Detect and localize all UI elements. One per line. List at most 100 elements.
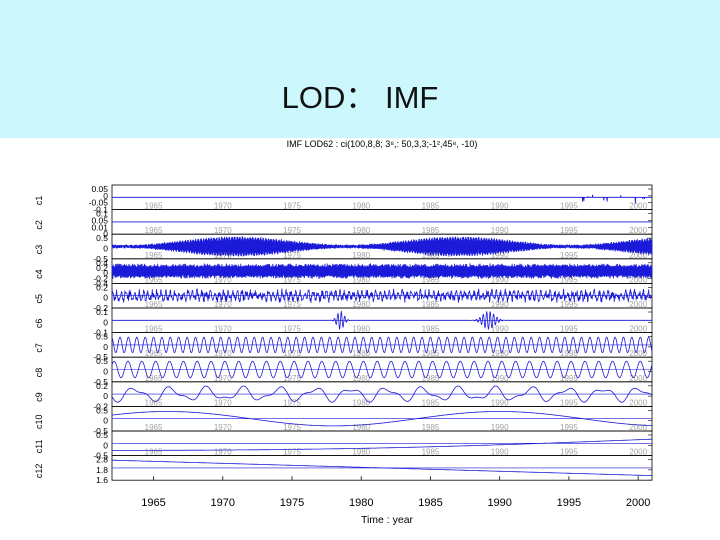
panel-year-c2-1: 1970 <box>214 226 232 235</box>
y-tick-c4-3: -0.2 <box>93 273 108 283</box>
series-line-c12 <box>112 459 652 476</box>
slide-title: LOD： IMF <box>281 80 439 115</box>
panel-year-c6-5: 1990 <box>491 325 509 334</box>
panel-year-c2-2: 1975 <box>283 226 301 235</box>
series-label-c12: c12 <box>34 464 44 479</box>
y-tick-c7-0: 0.5 <box>96 332 108 342</box>
y-tick-c3-0: 0.5 <box>96 233 108 243</box>
panel-year-c3-3: 1980 <box>352 251 370 260</box>
series-label-c6: c6 <box>34 319 44 329</box>
panel-year-c4-0: 1965 <box>145 275 163 284</box>
panel-year-c6-0: 1965 <box>145 325 163 334</box>
y-tick-c9-0: 0.2 <box>96 381 108 391</box>
x-tick-label-1: 1970 <box>211 497 235 509</box>
y-tick-c4-2: 0 <box>103 268 108 278</box>
panel-year-c11-0: 1965 <box>145 448 163 457</box>
series-label-c9: c9 <box>34 392 44 402</box>
panel-year-c6-1: 1970 <box>214 325 232 334</box>
y-tick-c9-2: -0.2 <box>93 401 108 411</box>
panel-year-c3-7: 2000 <box>629 251 647 260</box>
panel-year-c11-6: 1995 <box>560 448 578 457</box>
panel-year-c1-2: 1975 <box>283 202 301 211</box>
x-tick-label-2: 1975 <box>280 497 304 509</box>
panel-year-c1-3: 1980 <box>352 202 370 211</box>
x-tick-label-6: 1995 <box>557 497 581 509</box>
panel-year-c9-1: 1970 <box>214 398 232 407</box>
y-tick-c10-2: -0.5 <box>93 426 108 436</box>
panel-year-c8-1: 1970 <box>214 374 232 383</box>
panel-year-c11-7: 2000 <box>629 448 647 457</box>
y-tick-c7-1: 0 <box>103 342 108 352</box>
panel-year-c9-6: 1995 <box>560 398 578 407</box>
panel-year-c11-3: 1980 <box>352 448 370 457</box>
panel-year-c4-2: 1975 <box>283 275 301 284</box>
series-line-c5 <box>111 288 653 304</box>
y-tick-c6-0: 0.1 <box>96 307 108 317</box>
panel-year-c10-6: 1995 <box>560 423 578 432</box>
y-tick-c4-0: 0.4 <box>96 258 108 268</box>
panel-year-c4-4: 1985 <box>422 275 440 284</box>
panel-year-c8-4: 1985 <box>422 374 440 383</box>
chart-title: IMF LOD62 : ci(100,8,8; 3⁸,: 50,3,3;-1²,… <box>287 139 478 149</box>
series-label-c11: c11 <box>34 439 44 453</box>
panel-year-c2-0: 1965 <box>145 226 163 235</box>
panel-year-c10-3: 1980 <box>352 423 370 432</box>
y-tick-c1-3: -0.1 <box>93 205 108 215</box>
panel-year-c5-6: 1995 <box>560 300 578 309</box>
x-tick-label-4: 1985 <box>418 497 442 509</box>
panel-year-c7-2: 1975 <box>283 349 301 358</box>
panel-year-c5-4: 1985 <box>422 300 440 309</box>
y-tick-c5-1: 0 <box>103 293 108 303</box>
y-tick-c5-2: -0.2 <box>93 303 108 313</box>
panel-year-c10-4: 1985 <box>422 423 440 432</box>
panel-year-c8-0: 1965 <box>145 374 163 383</box>
panel-year-c2-5: 1990 <box>491 226 509 235</box>
series-label-c10: c10 <box>34 414 44 429</box>
panel-year-c2-4: 1985 <box>422 226 440 235</box>
y-tick-c9-1: 0 <box>103 391 108 401</box>
panel-year-c1-1: 1970 <box>214 202 232 211</box>
series-line-c1 <box>112 194 652 204</box>
y-tick-c11-0: 0.5 <box>96 430 108 440</box>
panel-year-c4-3: 1980 <box>352 275 370 284</box>
panel-year-c7-7: 2000 <box>629 349 647 358</box>
panel-year-c8-6: 1995 <box>560 374 578 383</box>
series-label-c1: c1 <box>34 196 44 206</box>
series-label-c5: c5 <box>34 294 44 304</box>
panel-year-c6-3: 1980 <box>352 325 370 334</box>
y-tick-c6-2: -0.1 <box>93 328 108 338</box>
panel-year-c11-1: 1970 <box>214 448 232 457</box>
y-tick-c2-3: 0 <box>103 229 108 239</box>
x-tick-label-3: 1980 <box>349 497 373 509</box>
panel-year-c4-1: 1970 <box>214 275 232 284</box>
y-tick-c10-1: 0 <box>103 416 108 426</box>
panel-year-c7-5: 1990 <box>491 349 509 358</box>
series-line-c9 <box>111 385 653 403</box>
x-tick-label-5: 1990 <box>487 497 511 509</box>
panel-year-c8-2: 1975 <box>283 374 301 383</box>
panel-year-c9-4: 1985 <box>422 398 440 407</box>
panel-year-c3-6: 1995 <box>560 251 578 260</box>
slide-header <box>0 0 720 138</box>
y-tick-c8-1: 0 <box>103 367 108 377</box>
y-tick-c5-0: 0.2 <box>96 282 108 292</box>
y-tick-c2-1: 0.05 <box>91 215 108 225</box>
y-tick-c1-0: 0.05 <box>91 184 108 194</box>
panel-year-c11-2: 1975 <box>283 448 301 457</box>
series-line-c4 <box>111 263 653 279</box>
panel-year-c11-5: 1990 <box>491 448 509 457</box>
panel-year-c5-1: 1970 <box>214 300 232 309</box>
panel-year-c7-6: 1995 <box>560 349 578 358</box>
series-label-c8: c8 <box>34 368 44 378</box>
panel-year-c5-3: 1980 <box>352 300 370 309</box>
y-tick-c3-1: 0 <box>103 244 108 254</box>
series-label-c4: c4 <box>34 269 44 279</box>
panel-year-c10-5: 1990 <box>491 423 509 432</box>
panel-year-c1-4: 1985 <box>422 202 440 211</box>
y-tick-c2-0: 0.1 <box>96 209 108 219</box>
panel-year-c3-0: 1965 <box>145 251 163 260</box>
series-label-c7: c7 <box>34 343 44 353</box>
y-tick-c6-1: 0 <box>103 317 108 327</box>
panel-year-c3-4: 1985 <box>422 251 440 260</box>
series-label-c2: c2 <box>34 220 44 230</box>
